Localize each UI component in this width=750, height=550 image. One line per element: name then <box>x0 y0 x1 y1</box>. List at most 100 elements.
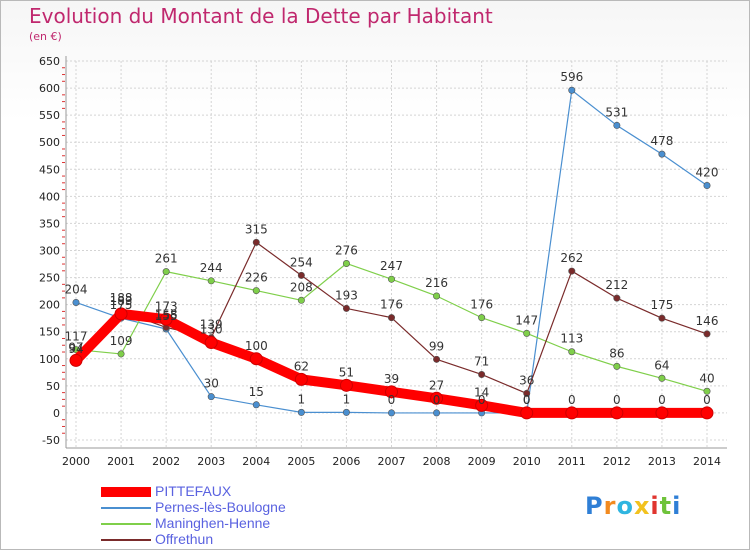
data-point <box>162 268 170 276</box>
data-label: 226 <box>245 271 268 285</box>
y-tick-label: 200 <box>39 299 60 312</box>
data-label: 99 <box>429 339 444 353</box>
data-point <box>69 353 83 367</box>
data-label: 36 <box>519 373 534 387</box>
data-point <box>252 238 260 246</box>
data-label: 1 <box>298 392 306 406</box>
data-label: 27 <box>429 378 444 392</box>
data-label: 208 <box>290 280 313 294</box>
x-tick-label: 2013 <box>648 455 676 468</box>
data-label: 254 <box>290 255 313 269</box>
data-label: 596 <box>560 70 583 84</box>
data-label: 51 <box>339 365 354 379</box>
data-label: 212 <box>605 278 628 292</box>
data-label: 420 <box>696 166 719 180</box>
data-point <box>658 374 666 382</box>
data-point <box>475 398 489 412</box>
data-point <box>478 370 486 378</box>
proxiti-logo: Proxiti <box>585 492 681 520</box>
data-label: 139 <box>200 318 223 332</box>
legend-label: Offrethun <box>155 531 214 547</box>
data-label: 175 <box>110 298 133 312</box>
data-point <box>523 329 531 337</box>
data-point <box>72 346 80 354</box>
legend-swatch <box>101 523 151 525</box>
x-tick-label: 2008 <box>423 455 451 468</box>
data-point <box>387 275 395 283</box>
data-label: 0 <box>433 393 441 407</box>
data-label: 71 <box>474 354 489 368</box>
y-tick-label: 50 <box>46 380 60 393</box>
logo-letter: x <box>633 492 651 520</box>
data-label: 100 <box>245 339 268 353</box>
x-tick-label: 2000 <box>62 455 90 468</box>
data-label: 204 <box>65 282 88 296</box>
data-label: 276 <box>335 243 358 257</box>
data-label: 531 <box>605 105 628 119</box>
data-label: 14 <box>474 385 489 399</box>
data-point <box>252 287 260 295</box>
data-point <box>342 408 350 416</box>
data-label: 0 <box>523 393 531 407</box>
data-label: 0 <box>658 393 666 407</box>
y-tick-label: 250 <box>39 272 60 285</box>
data-point <box>387 409 395 417</box>
logo-letter: i <box>672 492 682 520</box>
data-label: 94 <box>68 342 83 356</box>
y-tick-label: 100 <box>39 353 60 366</box>
data-label: 15 <box>249 385 264 399</box>
data-point <box>114 307 128 321</box>
data-label: 478 <box>650 134 673 148</box>
data-point <box>655 406 669 420</box>
data-label: 183 <box>110 294 133 308</box>
data-point <box>613 294 621 302</box>
data-label: 62 <box>294 359 309 373</box>
data-point <box>117 350 125 358</box>
data-point <box>294 372 308 386</box>
data-point <box>703 330 711 338</box>
data-point <box>385 385 398 399</box>
chart-subtitle: (en €) <box>29 30 62 43</box>
legend-label: Pernes-lès-Boulogne <box>155 499 286 515</box>
data-label: 176 <box>380 298 403 312</box>
data-label: 64 <box>654 358 669 372</box>
data-point <box>342 304 350 312</box>
y-tick-label: 150 <box>39 326 60 339</box>
data-point <box>613 362 621 370</box>
data-point <box>658 150 666 158</box>
data-label: 40 <box>699 371 714 385</box>
data-point <box>565 406 579 420</box>
data-label: 0 <box>703 393 711 407</box>
data-point <box>703 387 711 395</box>
x-tick-label: 2007 <box>378 455 406 468</box>
y-tick-label: 500 <box>39 136 60 149</box>
x-tick-label: 2002 <box>152 455 180 468</box>
logo-letter: o <box>616 492 634 520</box>
data-point <box>387 314 395 322</box>
data-label: 175 <box>650 298 673 312</box>
data-point <box>520 406 534 420</box>
data-point <box>207 277 215 285</box>
y-tick-label: 600 <box>39 82 60 95</box>
x-tick-label: 2005 <box>287 455 315 468</box>
chart-title: Evolution du Montant de la Dette par Hab… <box>29 4 493 28</box>
y-tick-label: 350 <box>39 217 60 230</box>
data-label: 244 <box>200 261 223 275</box>
data-label: 113 <box>560 332 583 346</box>
legend-item: Offrethun <box>101 531 361 548</box>
data-point <box>478 314 486 322</box>
y-tick-label: 0 <box>53 407 60 420</box>
x-tick-label: 2011 <box>558 455 586 468</box>
data-point <box>252 401 260 409</box>
legend-item: Pernes-lès-Boulogne <box>101 499 361 516</box>
legend-swatch <box>101 539 151 541</box>
data-label: 0 <box>613 393 621 407</box>
y-tick-label: 450 <box>39 163 60 176</box>
x-tick-label: 2001 <box>107 455 135 468</box>
data-label: 146 <box>696 314 719 328</box>
data-label: 97 <box>68 340 83 354</box>
data-label: 261 <box>155 252 178 266</box>
data-label: 176 <box>470 298 493 312</box>
y-tick-label: 650 <box>39 55 60 68</box>
